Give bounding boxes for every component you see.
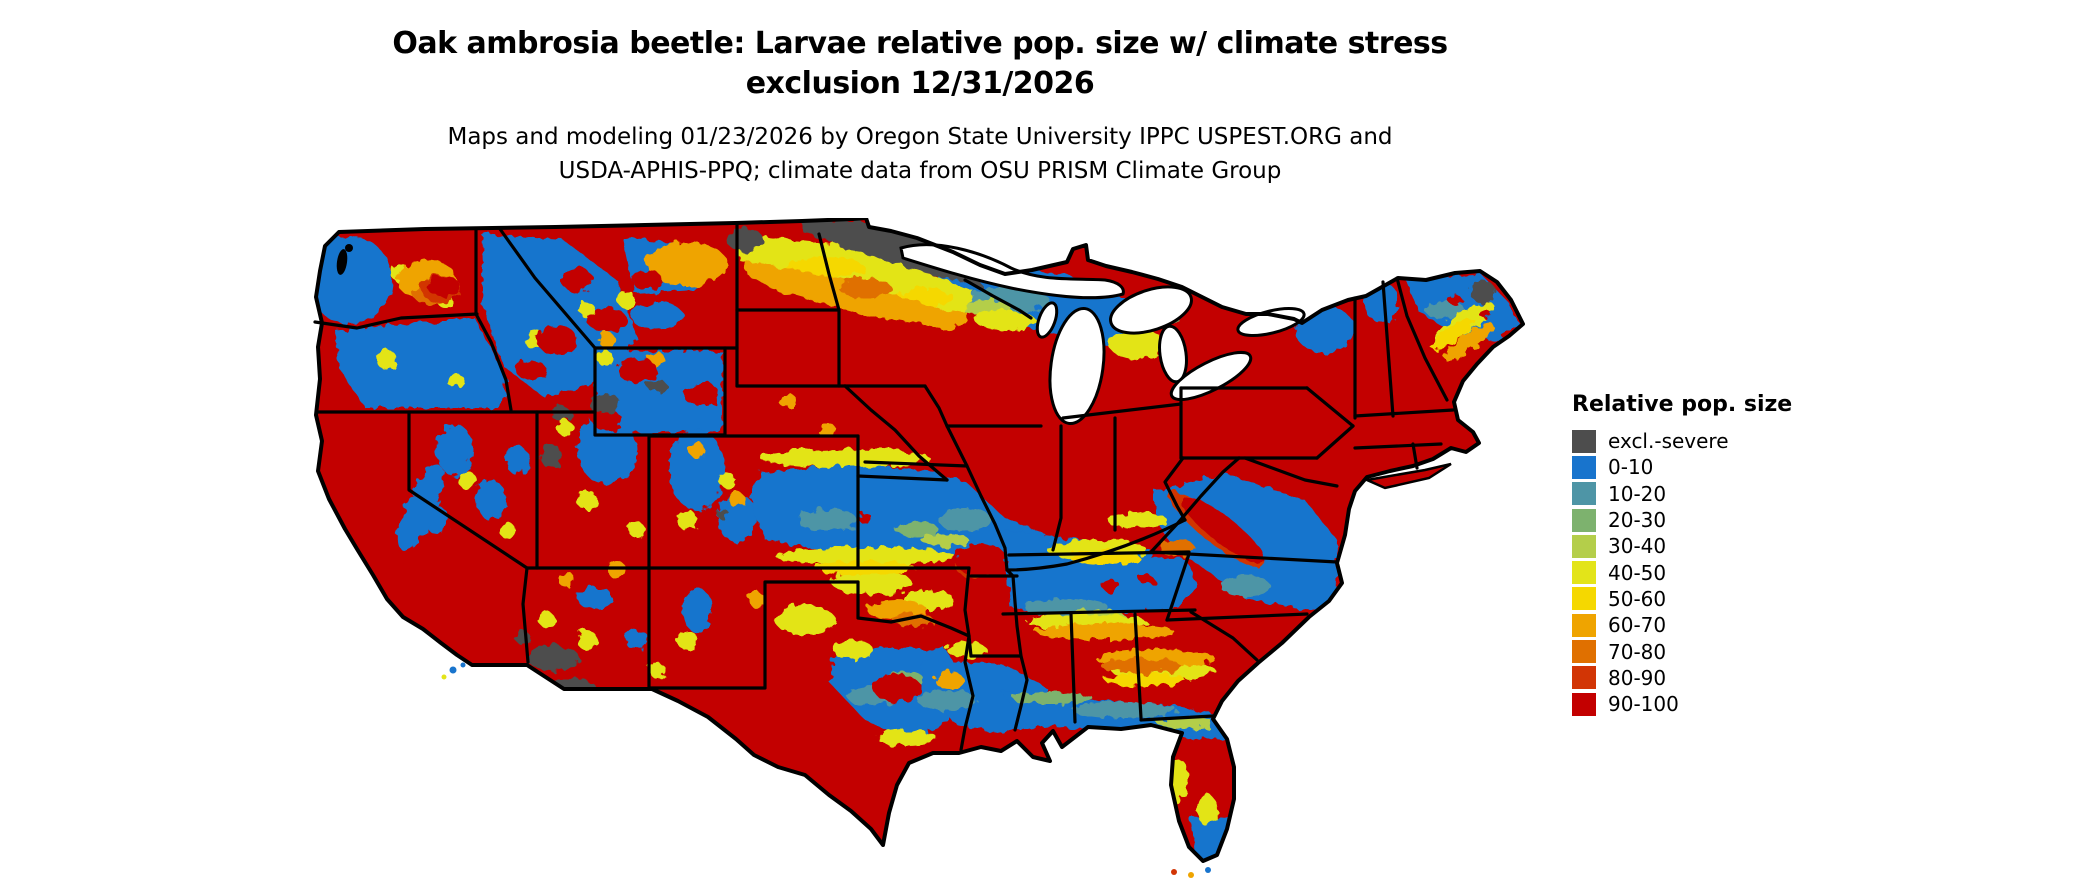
state-borders xyxy=(313,222,1455,752)
blob-layers xyxy=(316,220,1519,858)
legend-item: excl.-severe xyxy=(1572,428,1832,454)
legend-items: excl.-severe 0-10 10-20 20-30 30-40 40-50 50-6… xyxy=(1572,428,1832,717)
legend-swatch xyxy=(1572,587,1596,611)
legend-label: 90-100 xyxy=(1608,692,1679,717)
legend-swatch xyxy=(1572,640,1596,664)
legend-swatch xyxy=(1572,429,1596,453)
green-bay xyxy=(1035,301,1059,339)
long-island xyxy=(1362,462,1452,490)
legend-swatch xyxy=(1572,482,1596,506)
subtitle-line-1: Maps and modeling 01/23/2026 by Oregon S… xyxy=(447,124,1393,150)
legend-swatch xyxy=(1572,455,1596,479)
legend-item: 10-20 xyxy=(1572,481,1832,507)
legend-item: 0-10 xyxy=(1572,454,1832,480)
legend-label: 30-40 xyxy=(1608,534,1667,559)
legend-item: 80-90 xyxy=(1572,665,1832,691)
lake-michigan xyxy=(1048,306,1106,426)
legend-item: 70-80 xyxy=(1572,638,1832,664)
legend-label: 50-60 xyxy=(1608,586,1667,611)
legend-item: 90-100 xyxy=(1572,691,1832,717)
legend-item: 50-60 xyxy=(1572,586,1832,612)
legend-label: 20-30 xyxy=(1608,508,1667,533)
legend-swatch xyxy=(1572,613,1596,637)
page-title: Oak ambrosia beetle: Larvae relative pop… xyxy=(170,24,1670,104)
us-risk-map xyxy=(305,218,1525,882)
legend-title: Relative pop. size xyxy=(1572,392,1793,417)
subtitle: Maps and modeling 01/23/2026 by Oregon S… xyxy=(170,120,1670,188)
legend-label: excl.-severe xyxy=(1608,429,1729,454)
conus-outline xyxy=(314,218,1525,863)
legend-item: 60-70 xyxy=(1572,612,1832,638)
legend-label: 80-90 xyxy=(1608,665,1667,690)
legend-swatch xyxy=(1572,534,1596,558)
legend-label: 60-70 xyxy=(1608,613,1667,638)
title-line-2: exclusion 12/31/2026 xyxy=(745,66,1095,101)
lake-ontario xyxy=(1236,307,1306,337)
puget-sound xyxy=(336,244,353,275)
legend-label: 0-10 xyxy=(1608,455,1654,480)
legend-item: 40-50 xyxy=(1572,559,1832,585)
legend-swatch xyxy=(1572,508,1596,532)
subtitle-line-2: USDA-APHIS-PPQ; climate data from OSU PR… xyxy=(558,158,1282,184)
title-line-1: Oak ambrosia beetle: Larvae relative pop… xyxy=(392,26,1448,61)
legend-label: 40-50 xyxy=(1608,560,1667,585)
legend-item: 30-40 xyxy=(1572,533,1832,559)
legend-swatch xyxy=(1572,666,1596,690)
legend-swatch xyxy=(1572,561,1596,585)
legend: Relative pop. size excl.-severe 0-10 10-20… xyxy=(1572,392,1832,717)
legend-swatch xyxy=(1572,692,1596,716)
legend-label: 70-80 xyxy=(1608,639,1667,664)
legend-label: 10-20 xyxy=(1608,481,1667,506)
us-map-svg xyxy=(313,218,1525,878)
legend-item: 20-30 xyxy=(1572,507,1832,533)
lake-huron xyxy=(1109,285,1193,335)
offshore-islands xyxy=(441,662,1211,878)
